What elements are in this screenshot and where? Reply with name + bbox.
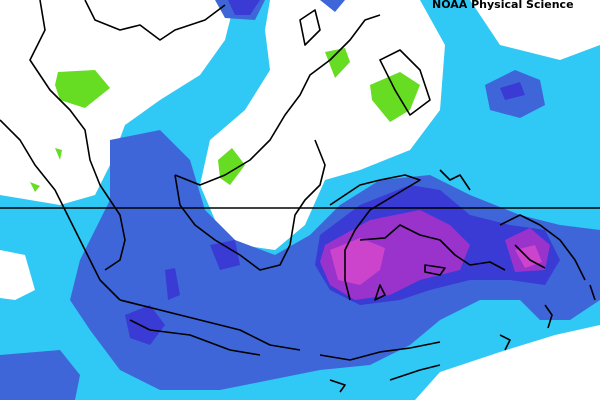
credit-text: NOAA Physical Science (432, 0, 574, 11)
coastlines (0, 0, 596, 393)
